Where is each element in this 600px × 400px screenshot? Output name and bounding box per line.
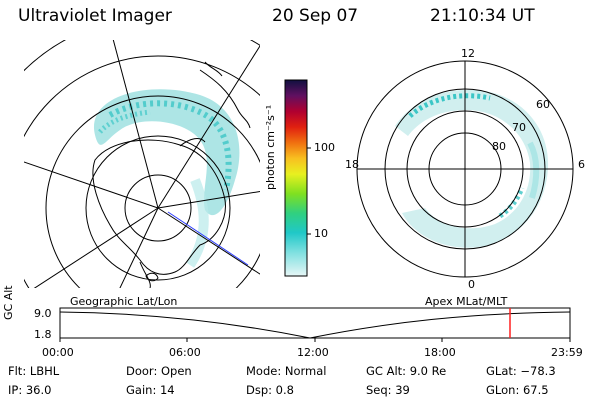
date-label: 20 Sep 07: [272, 6, 359, 26]
filter-info: Flt: LBHL: [8, 364, 60, 378]
timeline-ticks: [59, 338, 571, 342]
altitude-timeline: [59, 307, 571, 342]
timeline-y-tick-min: 1.8: [34, 328, 52, 341]
time-label: 21:10:34 UT: [430, 6, 535, 26]
latitude-circles: [24, 40, 260, 288]
mlat-label-60: 60: [536, 98, 550, 111]
instrument-title: Ultraviolet Imager: [18, 6, 172, 26]
coastlines: [92, 61, 251, 288]
ip-info: IP: 36.0: [8, 383, 52, 397]
magnetic-map: [356, 60, 574, 278]
mlt-label-18: 18: [345, 158, 359, 171]
mlt-label-6: 6: [578, 158, 585, 171]
dsp-info: Dsp: 0.8: [246, 383, 294, 397]
geographic-map: [24, 40, 260, 288]
mlt-gridlines: [357, 61, 573, 277]
door-info: Door: Open: [126, 364, 192, 378]
altitude-curve: [59, 311, 571, 339]
timeline-x-tick-1: 06:00: [169, 346, 201, 359]
gain-info: Gain: 14: [126, 383, 175, 397]
timeline-x-tick-3: 18:00: [424, 346, 456, 359]
geo-latitude-info: GLat: −78.3: [486, 364, 556, 378]
mode-info: Mode: Normal: [246, 364, 327, 378]
mlt-label-0: 0: [468, 278, 475, 291]
colorbar-unit-label: photon cm⁻²s⁻¹: [264, 104, 277, 190]
meridian-lines: [24, 40, 260, 288]
gc-alt-info: GC Alt: 9.0 Re: [366, 364, 447, 378]
timeline-y-title: GC Alt: [2, 285, 15, 320]
timeline-y-tick-max: 9.0: [34, 307, 52, 320]
timeline-x-tick-4: 23:59: [551, 346, 583, 359]
geo-longitude-info: GLon: 67.5: [486, 383, 549, 397]
timeline-x-tick-2: 12:00: [297, 346, 329, 359]
timeline-frame: [59, 307, 571, 339]
colorbar-tick-label-10: 10: [314, 227, 328, 240]
colorbar-tick-label-100: 100: [314, 141, 335, 154]
mlat-label-70: 70: [512, 121, 526, 134]
sequence-info: Seq: 39: [366, 383, 410, 397]
mlat-label-80: 80: [492, 140, 506, 153]
satellite-track: [167, 211, 249, 266]
magnetic-map-label: Apex MLat/MLT: [425, 295, 508, 308]
aurora-oval-geographic: [93, 89, 240, 268]
timeline-x-tick-0: 00:00: [42, 346, 74, 359]
color-scale-bar: [284, 79, 311, 277]
geographic-map-label: Geographic Lat/Lon: [70, 295, 178, 308]
mlt-label-12: 12: [461, 47, 475, 60]
